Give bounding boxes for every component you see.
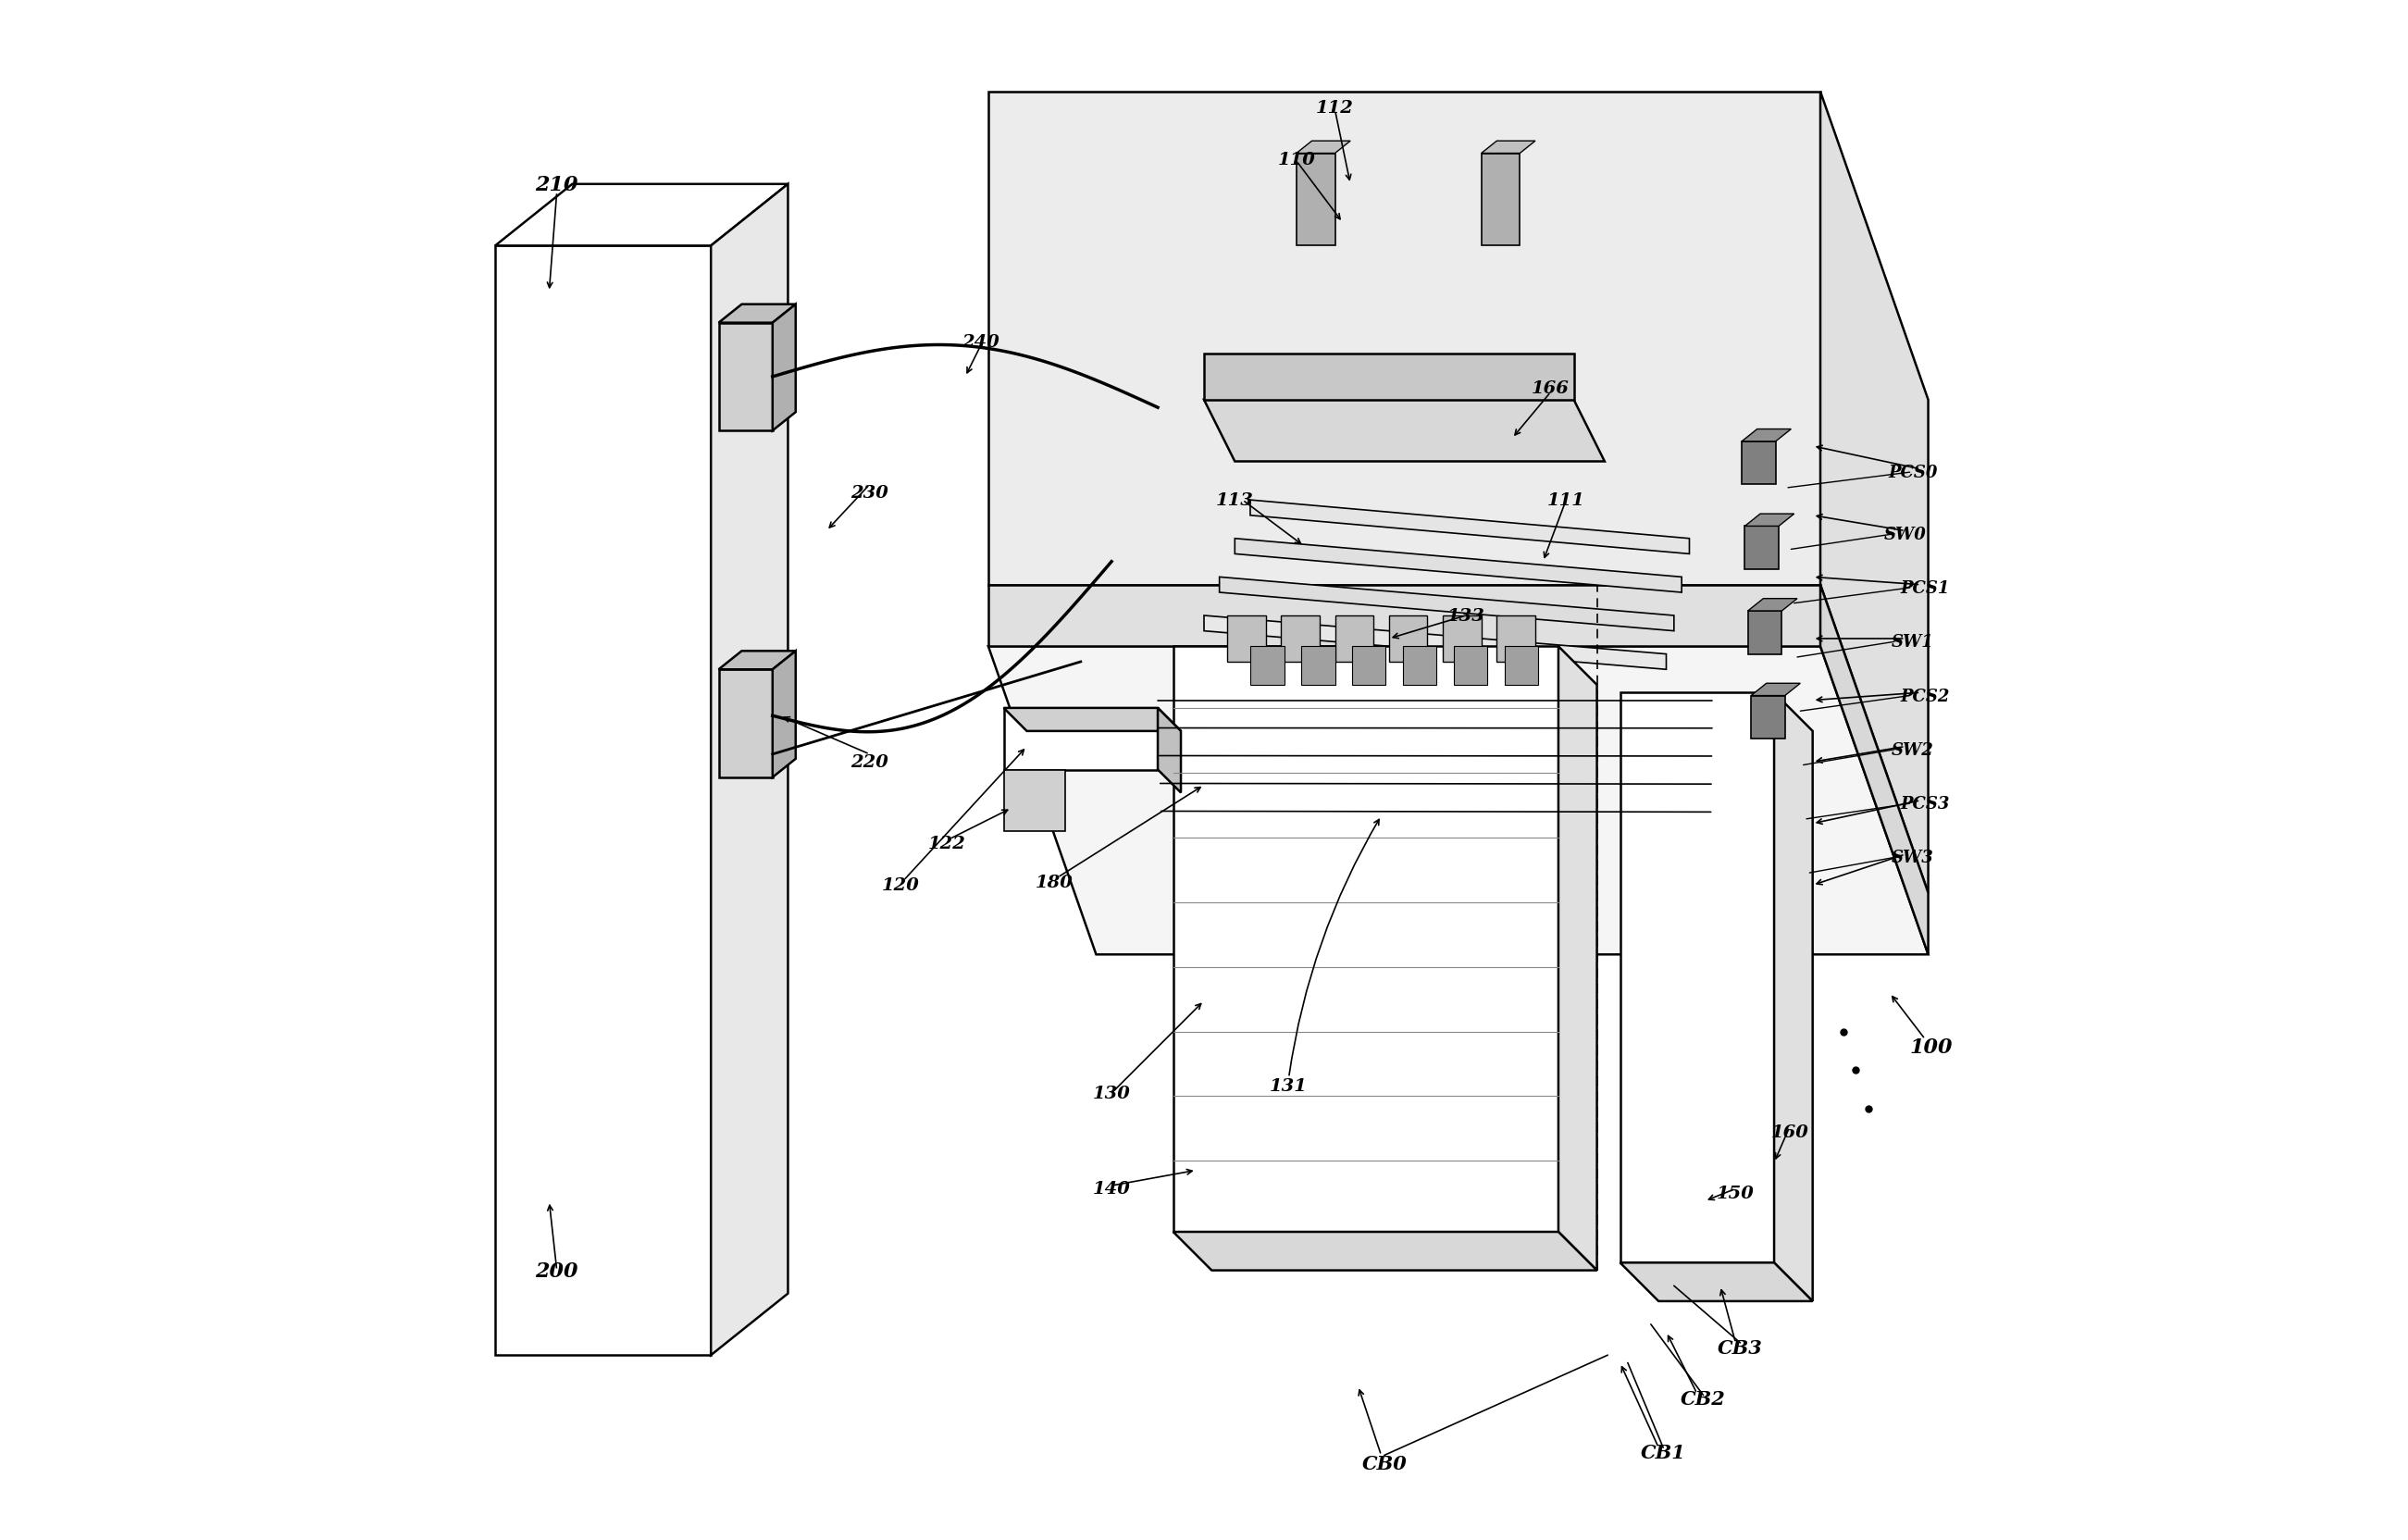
Text: 180: 180 [1035,875,1074,890]
Polygon shape [1751,684,1801,696]
Text: 110: 110 [1279,152,1315,168]
Polygon shape [773,651,795,778]
Text: 220: 220 [850,755,889,770]
Polygon shape [1741,430,1792,442]
Text: 210: 210 [535,174,578,196]
Text: 133: 133 [1447,608,1486,624]
Polygon shape [1250,501,1690,554]
Polygon shape [1281,616,1320,662]
Polygon shape [718,305,795,323]
Polygon shape [987,585,1820,647]
Polygon shape [1204,400,1604,462]
Polygon shape [1296,142,1351,154]
Text: 240: 240 [961,334,999,350]
Polygon shape [1158,708,1180,793]
Polygon shape [1404,647,1438,685]
Polygon shape [1748,611,1782,655]
Polygon shape [1775,693,1813,1301]
Text: 131: 131 [1269,1078,1308,1093]
Polygon shape [1442,616,1481,662]
Text: 200: 200 [535,1260,578,1281]
Text: 100: 100 [1910,1036,1953,1058]
Polygon shape [1498,616,1536,662]
Polygon shape [1173,1232,1597,1270]
Polygon shape [773,305,795,431]
Polygon shape [1204,354,1575,400]
Text: 230: 230 [850,485,889,500]
Polygon shape [1751,696,1784,739]
Polygon shape [710,185,787,1355]
Text: CB0: CB0 [1361,1454,1406,1472]
Text: 150: 150 [1717,1186,1755,1201]
Polygon shape [1004,708,1158,770]
Polygon shape [718,323,773,431]
Polygon shape [987,647,1929,955]
Polygon shape [1173,647,1558,1232]
Polygon shape [1004,770,1064,832]
Polygon shape [1820,92,1929,893]
Text: SW2: SW2 [1893,742,1934,758]
Polygon shape [1746,514,1794,527]
Polygon shape [1454,647,1488,685]
Polygon shape [1505,647,1539,685]
Polygon shape [1621,693,1775,1263]
Polygon shape [718,651,795,670]
Text: CB1: CB1 [1640,1443,1686,1461]
Polygon shape [1621,1263,1813,1301]
Text: CB2: CB2 [1681,1389,1727,1408]
Text: 160: 160 [1770,1124,1808,1140]
Text: SW3: SW3 [1893,850,1934,865]
Text: 113: 113 [1216,493,1255,508]
Text: 122: 122 [927,836,966,852]
Text: 112: 112 [1317,100,1353,115]
Text: 111: 111 [1548,493,1584,508]
Polygon shape [1351,647,1387,685]
Polygon shape [1334,616,1373,662]
Polygon shape [1228,616,1267,662]
Polygon shape [987,92,1820,585]
Text: PCS0: PCS0 [1888,465,1938,480]
Polygon shape [1741,442,1775,485]
Text: PCS3: PCS3 [1900,796,1950,812]
Text: 120: 120 [881,878,920,893]
Text: PCS2: PCS2 [1900,688,1950,704]
Polygon shape [1218,578,1674,631]
Polygon shape [1746,527,1780,570]
Polygon shape [1389,616,1428,662]
Polygon shape [1235,539,1681,593]
Polygon shape [1481,142,1536,154]
Polygon shape [1300,647,1334,685]
Text: 130: 130 [1093,1086,1129,1101]
Text: 140: 140 [1093,1181,1129,1197]
Text: 166: 166 [1531,380,1570,396]
Polygon shape [496,246,710,1355]
Polygon shape [718,670,773,778]
Text: SW0: SW0 [1883,527,1926,542]
Polygon shape [496,185,787,246]
Polygon shape [1250,647,1283,685]
Polygon shape [1481,154,1519,246]
Polygon shape [1296,154,1334,246]
Text: CB3: CB3 [1717,1338,1763,1357]
Polygon shape [1748,599,1796,611]
Polygon shape [1558,647,1597,1270]
Polygon shape [1004,708,1180,732]
Text: PCS1: PCS1 [1900,581,1950,596]
Polygon shape [1204,616,1666,670]
Polygon shape [1820,585,1929,955]
Text: SW1: SW1 [1893,634,1934,650]
